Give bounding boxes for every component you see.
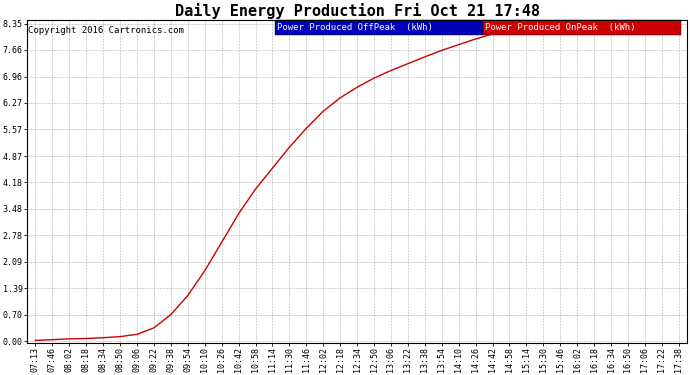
Bar (275, 20, 482, 36)
Text: Power Produced OnPeak  (kWh): Power Produced OnPeak (kWh) (485, 23, 635, 32)
Bar (482, 20, 680, 36)
Text: Copyright 2016 Cartronics.com: Copyright 2016 Cartronics.com (28, 26, 184, 35)
Title: Daily Energy Production Fri Oct 21 17:48: Daily Energy Production Fri Oct 21 17:48 (175, 3, 540, 19)
Text: Power Produced OffPeak  (kWh): Power Produced OffPeak (kWh) (277, 23, 433, 32)
